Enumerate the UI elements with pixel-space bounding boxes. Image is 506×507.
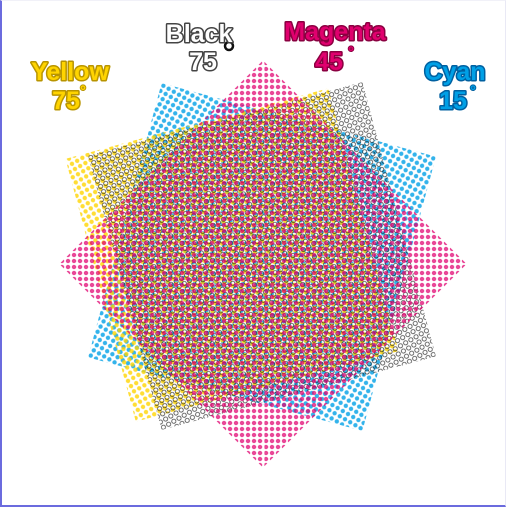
black-angle-label: 75 [189,48,217,76]
yellow-degree-symbol: ° [80,84,87,100]
yellow-label: Yellow [31,58,109,86]
yellow-angle-label: 75 [52,87,80,115]
black-label: Black [166,20,233,48]
magenta-screen [59,60,467,468]
cyan-angle-label: 15 [439,87,467,115]
cyan-degree-symbol: ° [470,84,477,100]
magenta-degree-symbol: ° [348,45,355,61]
labels-group: Yellow 75 ° Black 75 Magenta 45 ° Cyan 1… [30,17,487,117]
black-marker-icon [223,40,235,52]
magenta-label: Magenta [284,18,387,46]
magenta-angle-label: 45 [315,48,343,76]
cyan-label: Cyan [424,58,485,86]
screens-group [59,60,467,468]
